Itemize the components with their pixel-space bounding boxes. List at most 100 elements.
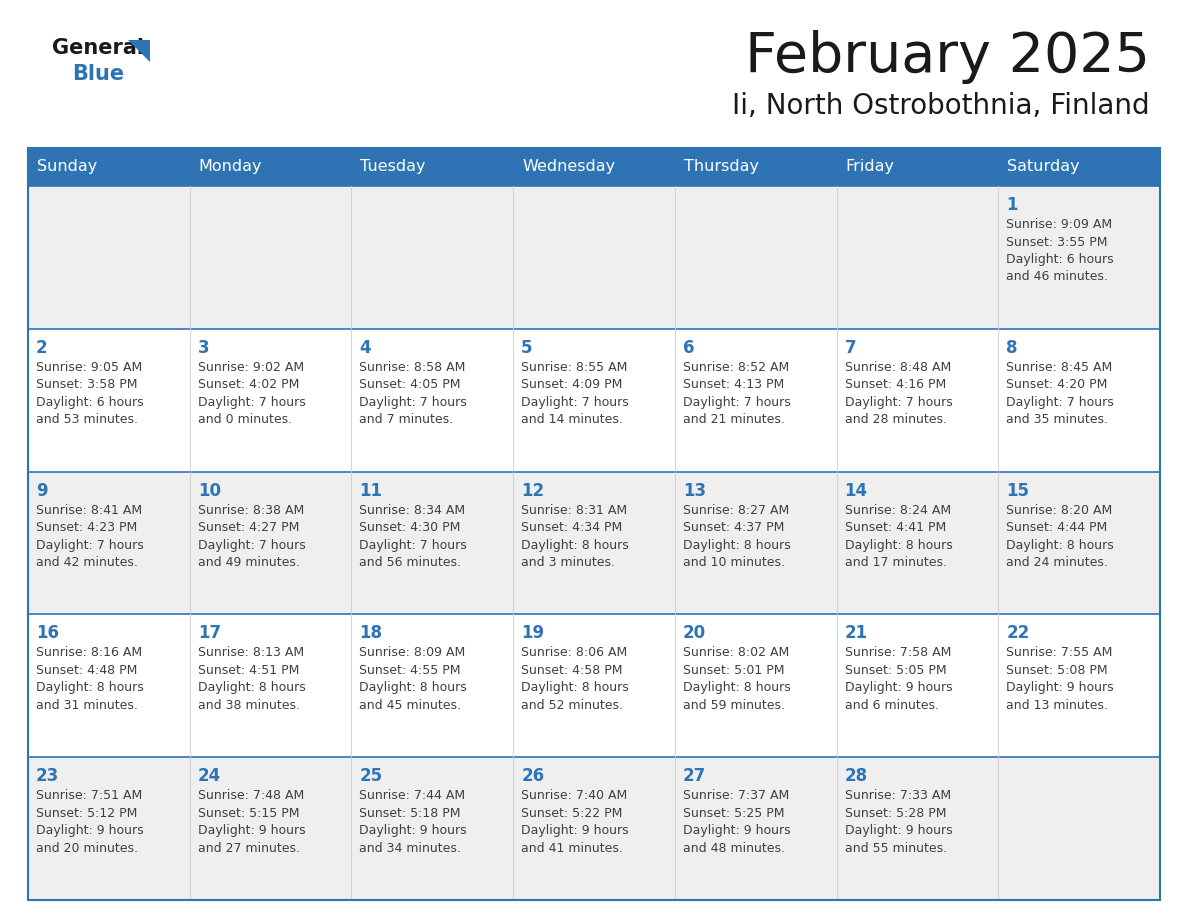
Text: and 38 minutes.: and 38 minutes.: [197, 699, 299, 711]
Text: and 42 minutes.: and 42 minutes.: [36, 556, 138, 569]
Text: Sunset: 4:48 PM: Sunset: 4:48 PM: [36, 664, 138, 677]
Text: and 49 minutes.: and 49 minutes.: [197, 556, 299, 569]
Text: 9: 9: [36, 482, 48, 499]
Text: 18: 18: [360, 624, 383, 643]
Text: Sunset: 4:30 PM: Sunset: 4:30 PM: [360, 521, 461, 534]
Text: Sunset: 4:27 PM: Sunset: 4:27 PM: [197, 521, 299, 534]
Text: Sunrise: 7:51 AM: Sunrise: 7:51 AM: [36, 789, 143, 802]
Text: Daylight: 7 hours: Daylight: 7 hours: [522, 396, 628, 409]
Text: Sunrise: 8:16 AM: Sunrise: 8:16 AM: [36, 646, 143, 659]
Text: 27: 27: [683, 767, 706, 785]
Text: Daylight: 8 hours: Daylight: 8 hours: [36, 681, 144, 694]
Text: Sunrise: 7:37 AM: Sunrise: 7:37 AM: [683, 789, 789, 802]
Text: 5: 5: [522, 339, 532, 357]
Text: Sunset: 5:12 PM: Sunset: 5:12 PM: [36, 807, 138, 820]
Text: Sunset: 5:18 PM: Sunset: 5:18 PM: [360, 807, 461, 820]
Text: Daylight: 7 hours: Daylight: 7 hours: [197, 539, 305, 552]
Text: 23: 23: [36, 767, 59, 785]
Text: Sunrise: 8:55 AM: Sunrise: 8:55 AM: [522, 361, 627, 374]
Text: Sunset: 5:25 PM: Sunset: 5:25 PM: [683, 807, 784, 820]
Text: 15: 15: [1006, 482, 1029, 499]
Text: and 35 minutes.: and 35 minutes.: [1006, 413, 1108, 426]
Text: 10: 10: [197, 482, 221, 499]
Text: Sunrise: 8:27 AM: Sunrise: 8:27 AM: [683, 504, 789, 517]
Text: and 53 minutes.: and 53 minutes.: [36, 413, 138, 426]
Text: and 31 minutes.: and 31 minutes.: [36, 699, 138, 711]
Text: Sunrise: 7:40 AM: Sunrise: 7:40 AM: [522, 789, 627, 802]
Text: Daylight: 9 hours: Daylight: 9 hours: [522, 824, 628, 837]
Text: and 17 minutes.: and 17 minutes.: [845, 556, 947, 569]
Text: General: General: [52, 38, 144, 58]
Text: and 52 minutes.: and 52 minutes.: [522, 699, 624, 711]
Text: Daylight: 9 hours: Daylight: 9 hours: [1006, 681, 1114, 694]
Text: Sunrise: 7:58 AM: Sunrise: 7:58 AM: [845, 646, 950, 659]
Text: 1: 1: [1006, 196, 1018, 214]
Text: 14: 14: [845, 482, 867, 499]
Text: Sunset: 4:37 PM: Sunset: 4:37 PM: [683, 521, 784, 534]
Text: and 55 minutes.: and 55 minutes.: [845, 842, 947, 855]
Text: Sunrise: 8:20 AM: Sunrise: 8:20 AM: [1006, 504, 1112, 517]
Text: Sunset: 5:28 PM: Sunset: 5:28 PM: [845, 807, 946, 820]
Text: 11: 11: [360, 482, 383, 499]
Text: 17: 17: [197, 624, 221, 643]
Text: 8: 8: [1006, 339, 1018, 357]
Text: Daylight: 8 hours: Daylight: 8 hours: [360, 681, 467, 694]
Text: 4: 4: [360, 339, 371, 357]
Text: Sunset: 4:02 PM: Sunset: 4:02 PM: [197, 378, 299, 391]
Text: Sunset: 4:05 PM: Sunset: 4:05 PM: [360, 378, 461, 391]
Text: Sunrise: 9:02 AM: Sunrise: 9:02 AM: [197, 361, 304, 374]
Bar: [29, 148, 1159, 186]
Text: 12: 12: [522, 482, 544, 499]
Text: 20: 20: [683, 624, 706, 643]
Text: Sunrise: 8:38 AM: Sunrise: 8:38 AM: [197, 504, 304, 517]
Text: Tuesday: Tuesday: [360, 160, 426, 174]
Text: Sunset: 5:15 PM: Sunset: 5:15 PM: [197, 807, 299, 820]
Text: 2: 2: [36, 339, 48, 357]
Text: and 7 minutes.: and 7 minutes.: [360, 413, 454, 426]
Text: Daylight: 7 hours: Daylight: 7 hours: [1006, 396, 1114, 409]
Text: Sunrise: 7:48 AM: Sunrise: 7:48 AM: [197, 789, 304, 802]
Text: Daylight: 8 hours: Daylight: 8 hours: [522, 539, 628, 552]
Text: Daylight: 6 hours: Daylight: 6 hours: [1006, 253, 1114, 266]
Text: Sunset: 4:58 PM: Sunset: 4:58 PM: [522, 664, 623, 677]
Bar: [29, 186, 1159, 329]
Text: and 28 minutes.: and 28 minutes.: [845, 413, 947, 426]
Polygon shape: [128, 40, 150, 62]
Text: Daylight: 9 hours: Daylight: 9 hours: [683, 824, 790, 837]
Text: Sunrise: 8:24 AM: Sunrise: 8:24 AM: [845, 504, 950, 517]
Text: 25: 25: [360, 767, 383, 785]
Text: Daylight: 7 hours: Daylight: 7 hours: [845, 396, 953, 409]
Text: Sunrise: 8:52 AM: Sunrise: 8:52 AM: [683, 361, 789, 374]
Text: Daylight: 6 hours: Daylight: 6 hours: [36, 396, 144, 409]
Text: Sunset: 4:51 PM: Sunset: 4:51 PM: [197, 664, 299, 677]
Text: Saturday: Saturday: [1007, 160, 1080, 174]
Text: and 24 minutes.: and 24 minutes.: [1006, 556, 1108, 569]
Text: Sunrise: 7:33 AM: Sunrise: 7:33 AM: [845, 789, 950, 802]
Text: and 3 minutes.: and 3 minutes.: [522, 556, 615, 569]
Text: Sunrise: 7:55 AM: Sunrise: 7:55 AM: [1006, 646, 1113, 659]
Text: Sunset: 4:20 PM: Sunset: 4:20 PM: [1006, 378, 1107, 391]
Bar: [29, 472, 1159, 614]
Text: Sunset: 5:05 PM: Sunset: 5:05 PM: [845, 664, 946, 677]
Text: 3: 3: [197, 339, 209, 357]
Text: Sunrise: 9:09 AM: Sunrise: 9:09 AM: [1006, 218, 1112, 231]
Text: 19: 19: [522, 624, 544, 643]
Text: Friday: Friday: [846, 160, 895, 174]
Text: Daylight: 8 hours: Daylight: 8 hours: [683, 539, 790, 552]
Text: Sunrise: 8:02 AM: Sunrise: 8:02 AM: [683, 646, 789, 659]
Text: Sunset: 4:09 PM: Sunset: 4:09 PM: [522, 378, 623, 391]
Text: Sunset: 4:23 PM: Sunset: 4:23 PM: [36, 521, 138, 534]
Text: Sunrise: 8:48 AM: Sunrise: 8:48 AM: [845, 361, 950, 374]
Text: 13: 13: [683, 482, 706, 499]
Text: Sunrise: 8:13 AM: Sunrise: 8:13 AM: [197, 646, 304, 659]
Text: Sunrise: 8:06 AM: Sunrise: 8:06 AM: [522, 646, 627, 659]
Text: 21: 21: [845, 624, 867, 643]
Text: Blue: Blue: [72, 64, 124, 84]
Text: Sunrise: 8:34 AM: Sunrise: 8:34 AM: [360, 504, 466, 517]
Text: 7: 7: [845, 339, 857, 357]
Text: Daylight: 8 hours: Daylight: 8 hours: [522, 681, 628, 694]
Text: 28: 28: [845, 767, 867, 785]
Text: Sunset: 4:44 PM: Sunset: 4:44 PM: [1006, 521, 1107, 534]
Text: Monday: Monday: [198, 160, 263, 174]
Text: Sunrise: 8:09 AM: Sunrise: 8:09 AM: [360, 646, 466, 659]
